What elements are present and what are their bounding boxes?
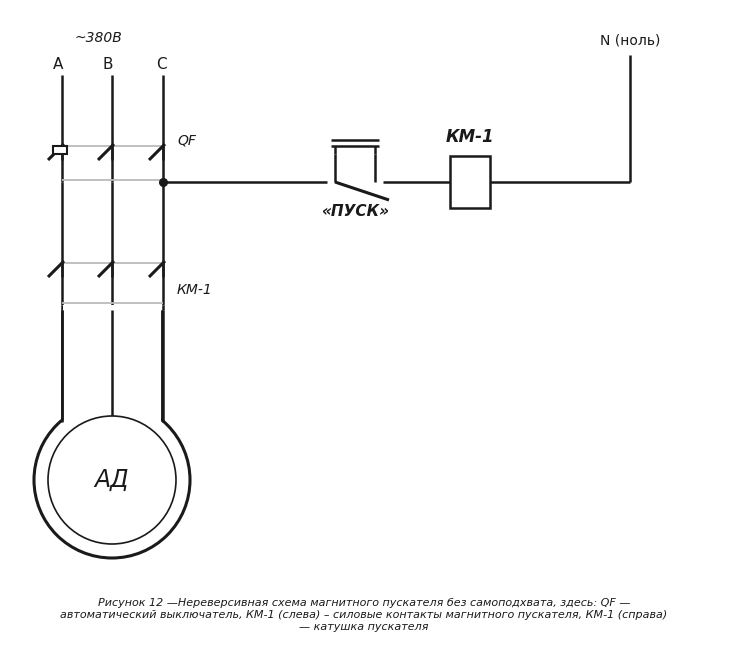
Text: «ПУСК»: «ПУСК» xyxy=(321,204,389,219)
Text: С: С xyxy=(156,57,166,72)
Bar xyxy=(450,156,490,208)
Text: АД: АД xyxy=(95,468,129,492)
Text: КМ-1: КМ-1 xyxy=(177,283,213,297)
Text: Рисунок 12 —Нереверсивная схема магнитного пускателя без самоподхвата, здесь: QF: Рисунок 12 —Нереверсивная схема магнитно… xyxy=(61,599,668,631)
Text: КМ-1: КМ-1 xyxy=(445,128,494,146)
Text: QF: QF xyxy=(177,133,196,147)
Circle shape xyxy=(48,416,176,544)
Circle shape xyxy=(34,402,190,558)
Text: В: В xyxy=(103,57,113,72)
Text: А: А xyxy=(52,57,63,72)
Bar xyxy=(63,305,161,425)
Text: N (ноль): N (ноль) xyxy=(600,33,660,47)
Text: ~380В: ~380В xyxy=(75,31,122,45)
Bar xyxy=(53,146,67,154)
